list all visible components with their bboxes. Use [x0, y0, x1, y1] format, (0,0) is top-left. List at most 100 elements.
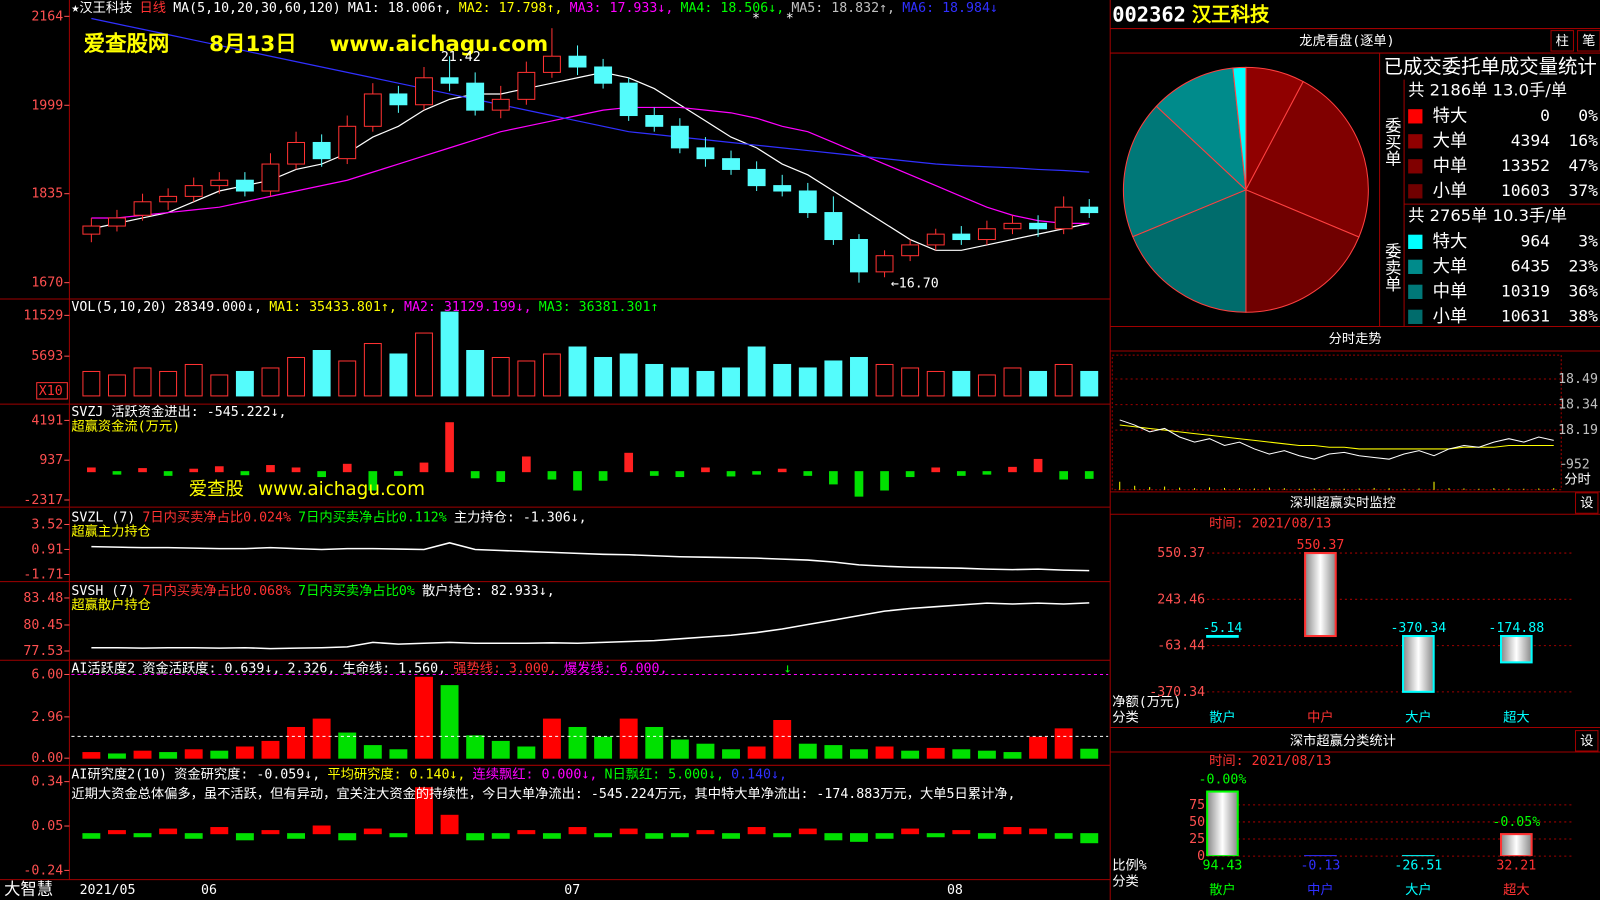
bar: [854, 471, 864, 497]
panel-subtitle: 超赢资金流(万元): [71, 418, 180, 435]
y-tick-label: 937: [39, 453, 63, 468]
button[interactable]: [1577, 30, 1600, 52]
header-segment: MA6: 18.984↓: [902, 1, 998, 16]
bar: [189, 468, 199, 473]
button-label[interactable]: 设: [1580, 733, 1593, 749]
header-segment: MA(5,10,20,30,60,120): [173, 1, 341, 16]
bar: [594, 736, 613, 759]
bar: [363, 828, 382, 835]
header-segment: MA3: 36381.301↑: [539, 300, 659, 315]
legend-swatch: [1408, 259, 1423, 274]
bar: [184, 833, 203, 839]
bar: [777, 468, 787, 473]
y-tick-label: -63.44: [1157, 639, 1205, 654]
bar: [542, 833, 561, 839]
y-tick-label: 0.91: [31, 542, 63, 557]
bar: [670, 739, 689, 759]
row-name: 小单: [1433, 307, 1468, 327]
header-segment: MA1: 18.006↑,: [348, 1, 452, 16]
bar: [491, 833, 510, 839]
row-value: 6435: [1511, 256, 1550, 275]
bar: [977, 374, 996, 397]
value-label: -26.51: [1394, 858, 1442, 873]
bar: [338, 360, 357, 397]
bar: [394, 471, 403, 476]
button[interactable]: [1575, 730, 1599, 752]
header-segment: 0.140↓,: [731, 767, 787, 782]
candle-body: [1054, 206, 1073, 230]
bar: [568, 346, 587, 397]
candle-body: [824, 212, 843, 241]
y-tick-label: 243.46: [1157, 592, 1205, 607]
bar: [1206, 634, 1239, 638]
panel-title: 深市超赢分类统计: [1290, 732, 1396, 749]
row-pct: 36%: [1568, 281, 1598, 300]
bar: [1029, 370, 1048, 397]
button-label[interactable]: 设: [1580, 495, 1593, 511]
x-axis-label: 分类: [1112, 709, 1139, 725]
unit-label: X10: [39, 384, 63, 399]
bar: [773, 363, 792, 397]
panel-header: VOL(5,10,20) 28349.000↓, MA1: 35433.801↑, M…: [71, 300, 658, 315]
bar: [1029, 828, 1048, 835]
annotation: 21.42: [441, 50, 481, 65]
bar: [696, 830, 715, 835]
bar: [645, 833, 664, 839]
bar: [184, 363, 203, 397]
row-value: 4394: [1511, 131, 1550, 150]
header-segment: 主力持仓: -1.306↓,: [454, 509, 587, 525]
button-label[interactable]: 笔: [1582, 33, 1595, 49]
candle-body: [159, 195, 178, 203]
row-value: 13352: [1501, 156, 1550, 175]
candle-body: [389, 93, 408, 106]
bar: [1304, 552, 1337, 638]
y-tick-label: -370.34: [1149, 685, 1205, 700]
ma-line: [91, 17, 1090, 173]
bar: [773, 719, 792, 759]
row-name: 大单: [1433, 257, 1468, 277]
bar: [803, 471, 813, 476]
button[interactable]: [1550, 30, 1574, 52]
x-axis-label: 分类: [1112, 874, 1139, 890]
button-label[interactable]: 柱: [1556, 33, 1569, 49]
candle-body: [184, 185, 203, 197]
bar: [1080, 370, 1099, 397]
bar: [235, 833, 254, 841]
button[interactable]: [1575, 492, 1599, 514]
header-segment: MA2: 31129.199↓,: [404, 300, 532, 315]
bar: [747, 827, 766, 835]
candle-body: [466, 82, 485, 111]
panel-header: SVSH (7) 7日内买卖净占比0.068% 7日内买卖净占比0% 散户持仓: 82…: [71, 582, 554, 599]
x-tick-label: 大户: [1405, 881, 1432, 898]
x-tick-label: 大户: [1405, 708, 1432, 725]
row-pct: 3%: [1578, 231, 1598, 250]
candle-body: [415, 77, 433, 106]
bar: [287, 356, 306, 397]
group-summary: 共 2186单 13.0手/单: [1408, 80, 1567, 99]
candle-body: [338, 125, 357, 160]
bar: [107, 753, 126, 759]
bar: [594, 356, 613, 397]
bar: [184, 749, 203, 759]
bar: [977, 750, 996, 759]
bar: [1003, 367, 1022, 397]
bar: [568, 726, 587, 759]
y-tick-label: 50: [1189, 815, 1205, 830]
y-tick-label: 77.53: [23, 644, 63, 659]
bar: [107, 830, 126, 835]
y-tick-label: 25: [1189, 832, 1205, 847]
bar: [389, 833, 408, 838]
bar: [1003, 827, 1022, 835]
bar: [1206, 790, 1239, 857]
header-segment: SVZJ 活跃资金进出: -545.222↓,: [71, 404, 286, 420]
legend-swatch: [1408, 109, 1423, 124]
bar: [342, 463, 352, 473]
bar: [491, 356, 510, 397]
row-pct: 37%: [1568, 181, 1598, 200]
bar: [952, 830, 971, 835]
change-label: -0.05%: [1492, 815, 1540, 830]
panel-header: SVZJ 活跃资金进出: -545.222↓,: [71, 404, 286, 420]
panel-title: 深圳超赢实时监控: [1290, 494, 1396, 511]
row-name: 特大: [1433, 232, 1468, 252]
